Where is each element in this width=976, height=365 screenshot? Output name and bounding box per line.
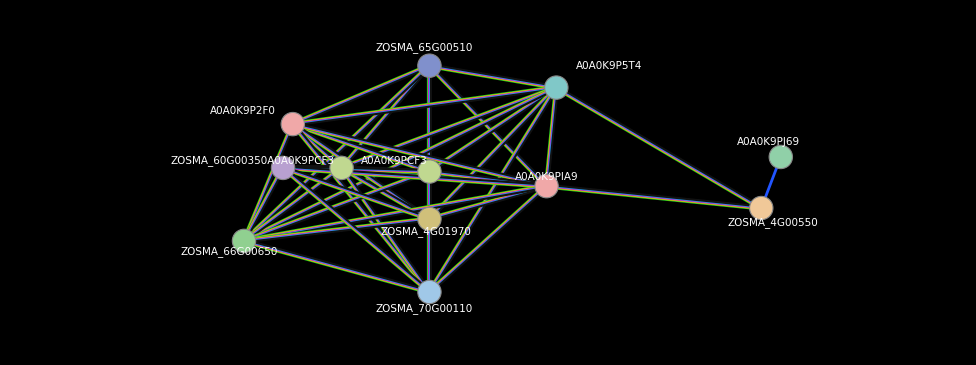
Ellipse shape [330,156,353,180]
Ellipse shape [418,207,441,231]
Ellipse shape [750,196,773,220]
Text: A0A0K9PJ69: A0A0K9PJ69 [737,137,800,147]
Text: ZOSMA_65G00510: ZOSMA_65G00510 [376,42,473,53]
Ellipse shape [545,76,568,99]
Text: ZOSMA_4G00550: ZOSMA_4G00550 [727,217,818,228]
Ellipse shape [418,160,441,183]
Text: A0A0K9P5T4: A0A0K9P5T4 [576,61,642,71]
Ellipse shape [418,280,441,304]
Ellipse shape [769,145,793,169]
Text: ZOSMA_4G01970: ZOSMA_4G01970 [381,226,471,237]
Text: A0A0K9PIA9: A0A0K9PIA9 [515,172,579,182]
Ellipse shape [232,229,256,253]
Text: ZOSMA_66G00650: ZOSMA_66G00650 [181,246,278,257]
Ellipse shape [271,156,295,180]
Text: A0A0K9P2F0: A0A0K9P2F0 [210,106,275,116]
Ellipse shape [281,112,305,136]
Text: ZOSMA_60G00350A0A0K9PCF3: ZOSMA_60G00350A0A0K9PCF3 [171,155,335,166]
Ellipse shape [535,174,558,198]
Ellipse shape [418,54,441,77]
Text: A0A0K9PCF3: A0A0K9PCF3 [361,155,427,166]
Text: ZOSMA_70G00110: ZOSMA_70G00110 [376,303,473,314]
